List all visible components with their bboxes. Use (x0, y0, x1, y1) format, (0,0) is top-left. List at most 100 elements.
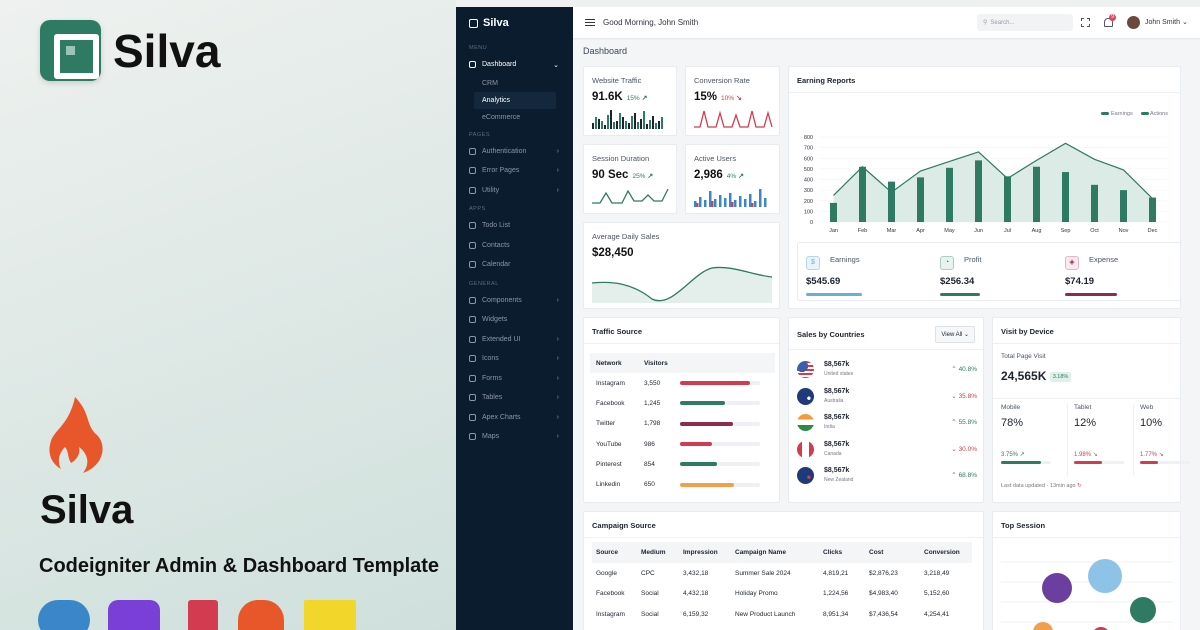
visitor-bar (680, 462, 760, 467)
visitor-bar-fill (680, 442, 712, 447)
country-row[interactable]: $8,567k India ⌃ 55.8% (797, 411, 977, 438)
earnings-bar (888, 181, 895, 222)
sidebar-item-extended-ui[interactable]: Extended UI › (456, 330, 573, 350)
sidebar-item-maps[interactable]: Maps › (456, 427, 573, 447)
x-tick-label: Apr (916, 228, 925, 234)
sidebar-brand[interactable]: Silva (456, 7, 573, 39)
y-tick-label: 400 (804, 178, 813, 184)
lightbulb-icon (469, 355, 476, 363)
sidebar-item-dashboard[interactable]: Dashboard ⌄ (456, 55, 573, 75)
bell-icon[interactable] (1104, 18, 1113, 27)
table-cell: 8,951,34 (823, 610, 849, 618)
device-bar (1001, 461, 1051, 464)
bootstrap-logo-icon (108, 600, 160, 630)
sidebar-item-apex-charts[interactable]: Apex Charts › (456, 408, 573, 428)
chevron-right-icon: › (556, 147, 559, 155)
topbar: Good Morning, John Smith ⚲ Search... 9 Jo… (573, 7, 1200, 39)
country-row[interactable]: $8,567k Canada ⌄ 30.0% (797, 438, 977, 465)
device-column: Web 10% 1.77% ↘ (1133, 404, 1191, 476)
sidebar-item-calendar[interactable]: Calendar (456, 255, 573, 275)
device-change: 1.98% ↘ (1074, 451, 1125, 458)
y-tick-label: 200 (804, 199, 813, 205)
last-updated: Last data updated - 13min ago ↻ (1001, 483, 1082, 489)
refresh-icon[interactable]: ↻ (1077, 483, 1082, 489)
sidebar-item-analytics[interactable]: Analytics (474, 91, 556, 109)
sidebar-item-forms[interactable]: Forms › (456, 369, 573, 389)
sidebar-item-components[interactable]: Components › (456, 291, 573, 311)
y-tick-label: 100 (804, 209, 813, 215)
sidebar-item-label: Widgets (482, 316, 508, 324)
country-row[interactable]: $8,567k United states ⌃ 40.8% (797, 358, 977, 385)
total-page-visit-label: Total Page Visit (1001, 353, 1046, 360)
x-tick-label: Jul (1004, 228, 1011, 234)
stat-number: 2,986 (694, 169, 723, 181)
file-icon (469, 186, 476, 194)
summary-bar (806, 293, 862, 296)
avatar[interactable] (1127, 16, 1140, 29)
stat-value: 91.6K 15% ↗ (592, 91, 648, 103)
visit-by-device-card: Visit by Device Total Page Visit 24,565K… (992, 317, 1190, 503)
sidebar-item-authentication[interactable]: Authentication › (456, 142, 573, 162)
country-change: ⌃ 40.8% (951, 365, 977, 373)
x-tick-label: May (944, 228, 955, 234)
legend-earnings[interactable]: Earnings (1101, 111, 1133, 117)
sidebar-item-utility[interactable]: Utility › (456, 181, 573, 201)
avg-sales-value: $28,450 (592, 247, 634, 259)
fullscreen-icon[interactable] (1081, 18, 1090, 27)
traffic-sparkbars (592, 110, 663, 129)
actions-area (833, 143, 1153, 222)
sidebar-item-contacts[interactable]: Contacts (456, 236, 573, 256)
sidebar-item-widgets[interactable]: Widgets (456, 310, 573, 330)
sidebar-item-todo-list[interactable]: Todo List (456, 216, 573, 236)
sidebar-item-ecommerce[interactable]: eCommerce (482, 113, 521, 121)
traffic-source-title: Traffic Source (592, 327, 643, 336)
codeigniter-flame-icon (49, 397, 103, 473)
growth-badge: 3.18% (1049, 371, 1072, 382)
view-all-button[interactable]: View All ⌄ (935, 326, 975, 343)
user-menu[interactable]: John Smith ⌄ (1145, 18, 1188, 26)
traffic-source-card: Traffic Source Network Visitors Instagram… (583, 317, 780, 503)
legend-actions[interactable]: Actions (1140, 111, 1168, 117)
table-cell: Social (641, 590, 659, 598)
legend-swatch (1101, 112, 1110, 116)
divider (993, 398, 1180, 399)
country-flag-icon (797, 387, 814, 405)
earnings-bar (975, 160, 982, 222)
menu-icon[interactable] (585, 19, 595, 26)
sidebar-item-icons[interactable]: Icons › (456, 349, 573, 369)
sidebar-item-error-pages[interactable]: Error Pages › (456, 161, 573, 181)
country-amount: $8,567k (824, 387, 850, 395)
x-tick-label: Jan (829, 228, 838, 234)
arrow-down-icon: ⌄ (951, 445, 959, 453)
country-name: Australia (824, 397, 844, 404)
device-bar (1074, 461, 1124, 464)
visitor-bar-fill (680, 401, 725, 406)
trend-down-icon: ↘ (1091, 452, 1098, 458)
country-change: ⌄ 30.0% (951, 445, 977, 453)
summary-value: $74.19 (1065, 276, 1095, 287)
table-header: Network Visitors (590, 353, 775, 373)
chevron-right-icon: › (556, 413, 559, 421)
country-row[interactable]: $8,567k New Zealand ⌃ 68.8% (797, 464, 977, 491)
sidebar-item-label: Components (482, 296, 522, 304)
x-tick-label: Oct (1090, 228, 1099, 234)
stat-change: 4% (726, 173, 737, 180)
actions-line (833, 142, 1153, 200)
country-row[interactable]: $8,567k Australia ⌄ 35.8% (797, 385, 977, 412)
earnings-bar (1004, 176, 1011, 222)
chevron-down-icon: ⌄ (1181, 19, 1188, 26)
country-flag-icon (797, 414, 814, 431)
sidebar-item-crm[interactable]: CRM (482, 79, 498, 87)
stat-label: Conversion Rate (694, 76, 750, 85)
arrow-up-icon: ⌃ (951, 472, 959, 479)
search-input[interactable]: ⚲ Search... (977, 14, 1073, 31)
summary-label: Expense (1089, 255, 1119, 264)
visitor-count: 650 (644, 481, 655, 489)
sidebar-item-tables[interactable]: Tables › (456, 388, 573, 408)
chevron-right-icon: › (556, 433, 559, 441)
table-cell: 4,432,18 (683, 590, 709, 598)
trend-up-icon: ↗ (1018, 452, 1025, 458)
visitor-count: 986 (644, 440, 655, 448)
network-name: Twitter (596, 420, 616, 428)
stat-label: Active Users (694, 154, 737, 163)
